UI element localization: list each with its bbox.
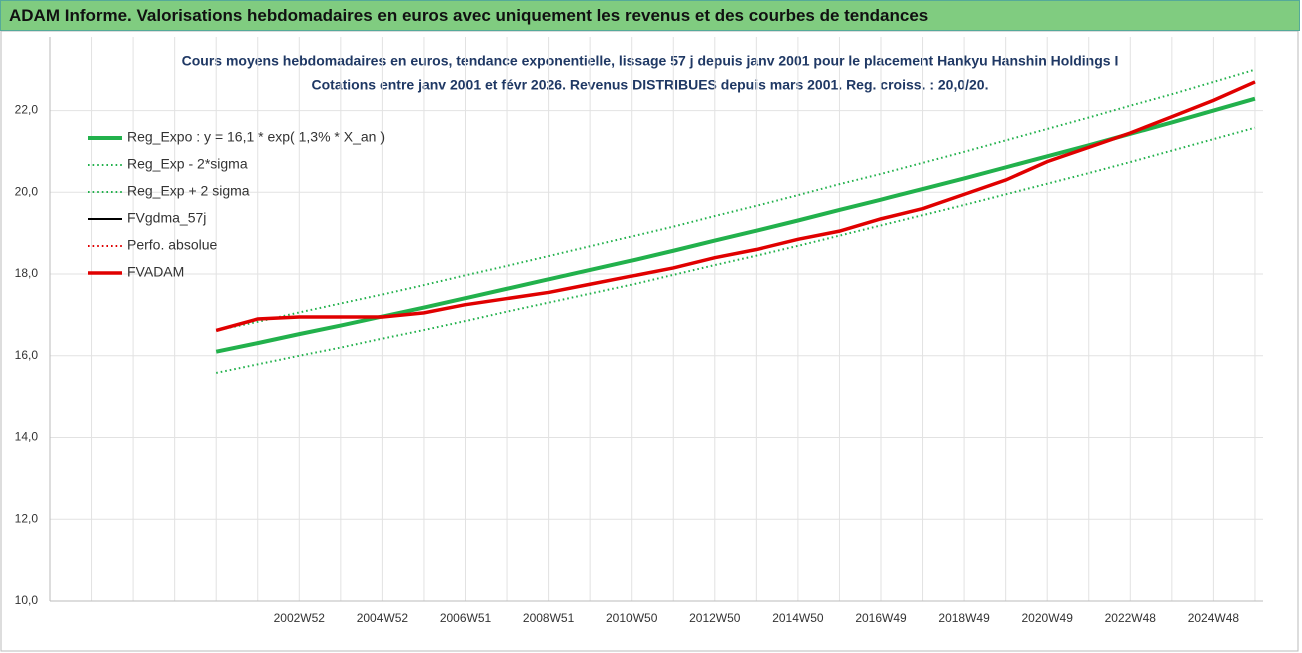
y-tick-label: 18,0 xyxy=(15,266,39,280)
chart-frame xyxy=(0,31,1299,652)
series-line xyxy=(215,126,1256,374)
x-tick-label: 2004W52 xyxy=(357,611,409,625)
legend-label: Reg_Expo : y = 16,1 * exp( 1,3% * X_an ) xyxy=(127,129,385,145)
y-tick-label: 20,0 xyxy=(15,184,39,198)
series-line xyxy=(215,80,1256,333)
chart-title: Cours moyens hebdomadaires en euros, ten… xyxy=(182,53,1119,69)
y-tick-label: 14,0 xyxy=(15,430,39,444)
x-tick-label: 2008W51 xyxy=(523,611,575,625)
x-tick-label: 2006W51 xyxy=(440,611,492,625)
chart: Cours moyens hebdomadaires en euros, ten… xyxy=(0,31,1299,652)
page-title: ADAM Informe. Valorisations hebdomadaire… xyxy=(0,0,1300,31)
x-tick-label: 2018W49 xyxy=(938,611,990,625)
x-tick-label: 2024W48 xyxy=(1188,611,1240,625)
x-tick-label: 2016W49 xyxy=(855,611,907,625)
y-tick-label: 22,0 xyxy=(15,103,39,117)
legend-label: FVADAM xyxy=(127,264,184,280)
legend-label: Perfo. absolue xyxy=(127,237,217,253)
x-tick-label: 2022W48 xyxy=(1105,611,1157,625)
y-tick-label: 12,0 xyxy=(15,511,39,525)
legend-label: FVgdma_57j xyxy=(127,210,206,226)
y-tick-label: 10,0 xyxy=(15,593,39,607)
legend-label: Reg_Exp - 2*sigma xyxy=(127,156,248,172)
x-tick-label: 2014W50 xyxy=(772,611,824,625)
x-tick-label: 2002W52 xyxy=(274,611,326,625)
x-tick-label: 2010W50 xyxy=(606,611,658,625)
x-tick-label: 2012W50 xyxy=(689,611,741,625)
y-tick-label: 16,0 xyxy=(15,348,39,362)
chart-subtitle: Cotations entre janv 2001 et févr 2026. … xyxy=(312,77,989,93)
legend-label: Reg_Exp + 2 sigma xyxy=(127,183,250,199)
x-tick-label: 2020W49 xyxy=(1022,611,1074,625)
